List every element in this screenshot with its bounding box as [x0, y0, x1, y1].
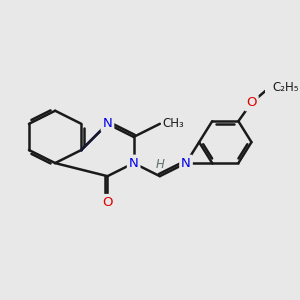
Text: C₂H₅: C₂H₅ [272, 81, 299, 94]
Text: N: N [129, 157, 139, 169]
Text: O: O [102, 196, 113, 209]
Text: CH₃: CH₃ [163, 117, 184, 130]
Text: O: O [246, 96, 257, 110]
Text: N: N [103, 117, 112, 130]
Text: H: H [155, 158, 164, 172]
Text: N: N [181, 157, 191, 169]
